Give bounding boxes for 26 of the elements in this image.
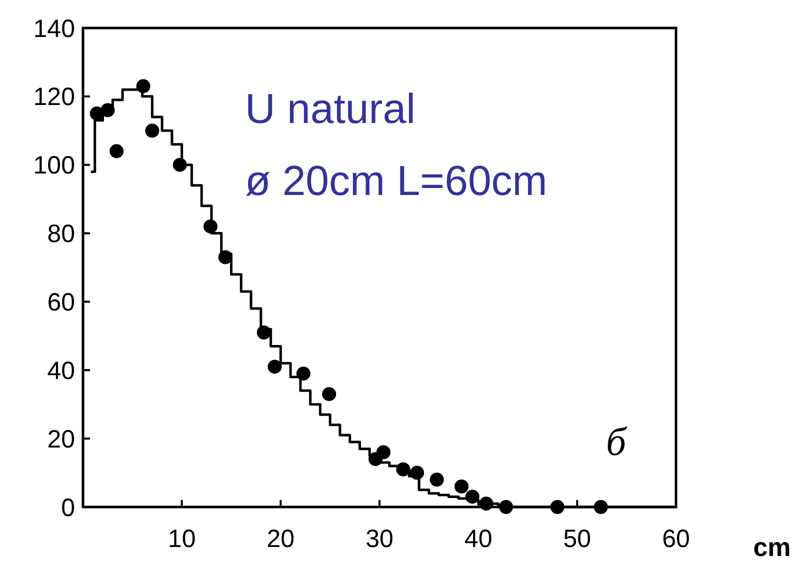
- annotation: ø 20cm L=60cm: [245, 157, 548, 204]
- x-tick-label: 50: [563, 525, 592, 553]
- y-tick-label: 60: [47, 288, 75, 316]
- point: [110, 144, 124, 158]
- x-tick-label: 40: [464, 525, 492, 553]
- x-axis-title: cm: [753, 532, 791, 561]
- y-tick-label: 140: [33, 14, 75, 43]
- x-tick-label: 30: [366, 525, 394, 553]
- x-tick-label: 20: [266, 525, 295, 553]
- x-tick-label: 60: [662, 525, 690, 553]
- point: [296, 366, 310, 381]
- point: [322, 387, 336, 402]
- point: [268, 360, 282, 374]
- annotation: б: [606, 419, 628, 464]
- x-tick-label: 10: [168, 525, 196, 553]
- point: [454, 479, 469, 494]
- y-tick-label: 80: [47, 220, 75, 248]
- y-tick-label: 120: [33, 83, 75, 112]
- point: [430, 472, 444, 487]
- point: [376, 445, 390, 460]
- y-tick-label: 0: [61, 494, 75, 522]
- y-tick-label: 100: [33, 152, 75, 180]
- point: [145, 124, 160, 138]
- annotation: U natural: [245, 85, 416, 132]
- y-tick-label: 20: [47, 425, 75, 454]
- y-tick-label: 40: [47, 356, 75, 385]
